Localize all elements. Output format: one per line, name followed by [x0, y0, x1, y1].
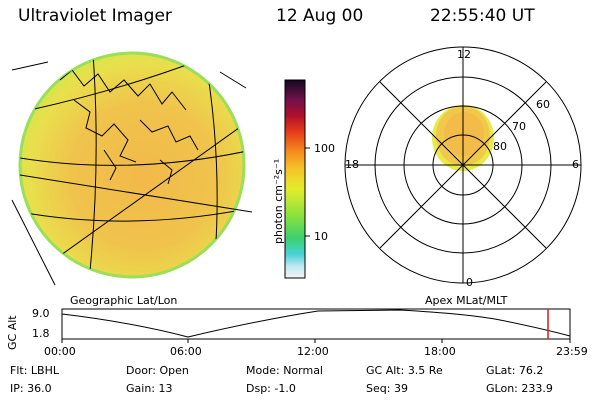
time-tick-1: 06:00: [170, 345, 202, 358]
status-flt: Flt: LBHL: [10, 364, 59, 377]
time-tick-3: 18:00: [424, 345, 456, 358]
status-gcalt: GC Alt: 3.5 Re: [366, 364, 443, 377]
status-glat-value: 76.2: [518, 364, 544, 377]
mlat-label-70: 70: [512, 120, 526, 133]
time-tick-2: 12:00: [297, 345, 329, 358]
time-tick-4: 23:59: [556, 345, 588, 358]
earth-disk-image: [18, 51, 246, 279]
instrument-title: Ultraviolet Imager: [18, 6, 172, 26]
status-seq-label: Seq:: [366, 382, 391, 395]
status-mode: Mode: Normal: [246, 364, 323, 377]
status-dsp-value: -1.0: [274, 382, 296, 395]
colorbar-tick-100: 100: [314, 142, 335, 155]
status-flt-value: LBHL: [30, 364, 59, 377]
status-door: Door: Open: [126, 364, 189, 377]
mlt-label-18: 18: [345, 158, 359, 171]
image-date: 12 Aug 00: [276, 6, 364, 26]
altitude-ytick-max: 9.0: [32, 307, 50, 320]
status-ip-label: IP:: [10, 382, 24, 395]
polar-plot: [344, 46, 582, 284]
colorbar-unit-label: photon cm⁻²s⁻¹: [272, 158, 285, 244]
status-mode-value: Normal: [283, 364, 323, 377]
status-glat-label: GLat:: [486, 364, 516, 377]
status-gain: Gain: 13: [126, 382, 173, 395]
image-time: 22:55:40 UT: [430, 6, 535, 26]
status-gain-value: 13: [158, 382, 173, 395]
mlat-label-60: 60: [536, 98, 550, 111]
status-ip: IP: 36.0: [10, 382, 52, 395]
status-seq-value: 39: [393, 382, 408, 395]
geographic-label: Geographic Lat/Lon: [70, 294, 178, 307]
time-tick-0: 00:00: [44, 345, 76, 358]
status-gain-label: Gain:: [126, 382, 155, 395]
status-glon-value: 233.9: [521, 382, 553, 395]
status-ip-value: 36.0: [27, 382, 52, 395]
altitude-plot: [61, 308, 571, 343]
status-dsp: Dsp: -1.0: [246, 382, 296, 395]
geo-grid-lines: [11, 61, 253, 286]
mlt-label-12: 12: [457, 48, 471, 61]
mlt-label-0: 0: [466, 276, 473, 289]
status-mode-label: Mode:: [246, 364, 280, 377]
status-flt-label: Flt:: [10, 364, 28, 377]
status-door-value: Open: [159, 364, 189, 377]
status-seq: Seq: 39: [366, 382, 408, 395]
status-glat: GLat: 76.2: [486, 364, 543, 377]
altitude-ytick-min: 1.8: [32, 327, 50, 340]
status-glon-label: GLon:: [486, 382, 518, 395]
status-door-label: Door:: [126, 364, 156, 377]
status-gcalt-label: GC Alt:: [366, 364, 405, 377]
mlt-label-6: 6: [572, 158, 579, 171]
altitude-ylabel: GC Alt: [6, 315, 19, 350]
status-glon: GLon: 233.9: [486, 382, 553, 395]
status-gcalt-value: 3.5 Re: [407, 364, 443, 377]
mlat-label-80: 80: [493, 140, 507, 153]
apex-label: Apex MLat/MLT: [425, 294, 508, 307]
colorbar: [284, 79, 306, 279]
status-dsp-label: Dsp:: [246, 382, 271, 395]
colorbar-tick-10: 10: [314, 230, 328, 243]
